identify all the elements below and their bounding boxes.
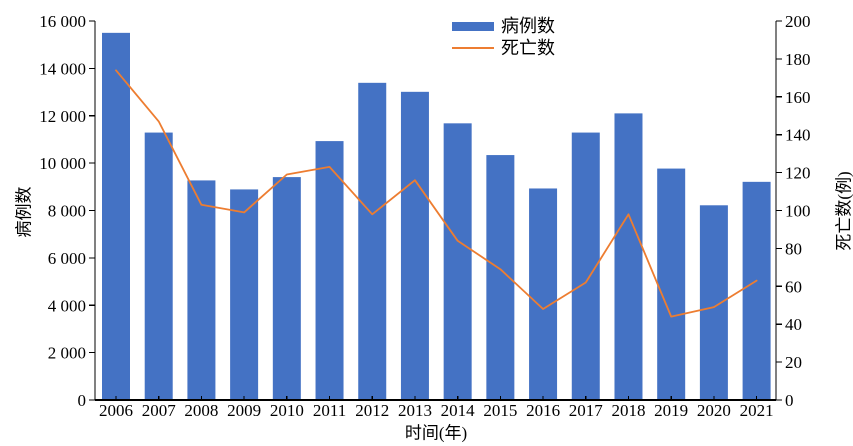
left-axis-tick-label: 14 000: [39, 59, 86, 78]
right-axis-tick-label: 200: [785, 12, 811, 31]
legend-entry-deaths: 死亡数: [452, 39, 555, 57]
x-axis-tick-label: 2015: [483, 401, 517, 420]
x-axis-tick-label: 2007: [142, 401, 177, 420]
bar-2014: [443, 123, 472, 400]
bar-2010: [272, 177, 301, 400]
x-axis-tick-label: 2008: [184, 401, 218, 420]
right-axis-tick-label: 120: [785, 164, 811, 183]
left-axis-tick-label: 10 000: [39, 154, 86, 173]
x-axis-tick-label: 2006: [99, 401, 133, 420]
bar-2006: [102, 32, 130, 400]
left-axis-tick-label: 12 000: [39, 107, 86, 126]
x-axis-tick-label: 2009: [227, 401, 261, 420]
left-axis-tick-label: 4 000: [48, 296, 86, 315]
x-axis-tick-label: 2011: [313, 401, 346, 420]
x-axis-tick-label: 2014: [441, 401, 476, 420]
bar-2012: [358, 82, 387, 400]
right-axis-tick-label: 0: [785, 391, 794, 410]
x-axis-title: 时间(年): [404, 423, 468, 443]
left-axis-tick-label: 2 000: [48, 344, 86, 363]
x-axis-tick-label: 2010: [270, 401, 304, 420]
bar-2011: [315, 141, 344, 400]
x-axis-tick-label: 2016: [526, 401, 560, 420]
bar-2021: [742, 181, 771, 400]
right-axis-tick-label: 180: [785, 50, 811, 69]
x-axis-tick-label: 2018: [611, 401, 645, 420]
bar-2009: [230, 189, 259, 400]
left-axis-tick-label: 16 000: [39, 12, 86, 31]
legend-entry-cases: 病例数: [452, 17, 555, 35]
left-axis-tick-label: 6 000: [48, 249, 86, 268]
legend-label-deaths: 死亡数: [501, 38, 555, 58]
x-axis-tick-label: 2017: [569, 401, 604, 420]
x-axis-tick-label: 2021: [740, 401, 774, 420]
x-axis-tick-label: 2020: [697, 401, 731, 420]
bar-2013: [400, 91, 429, 400]
right-axis-tick-label: 20: [785, 353, 802, 372]
right-axis-tick-label: 60: [785, 277, 802, 296]
chart-legend: 病例数 死亡数: [452, 17, 555, 57]
bar-2018: [614, 113, 643, 400]
x-axis-tick-label: 2019: [654, 401, 688, 420]
legend-label-cases: 病例数: [501, 16, 555, 36]
left-axis-title: 病例数: [14, 186, 34, 238]
x-axis-tick-label: 2012: [355, 401, 389, 420]
legend-bar-swatch-icon: [452, 21, 494, 31]
right-axis-title: 死亡数(例): [834, 171, 853, 251]
legend-line-swatch-icon: [452, 47, 494, 49]
right-axis-tick-label: 100: [785, 202, 811, 221]
x-axis-tick-label: 2013: [398, 401, 432, 420]
bar-2020: [699, 205, 728, 400]
right-axis-tick-label: 160: [785, 88, 811, 107]
bar-2016: [529, 188, 558, 400]
right-axis-tick-label: 40: [785, 315, 802, 334]
left-axis-tick-label: 0: [78, 391, 87, 410]
right-axis-tick-label: 140: [785, 126, 811, 145]
deaths-line: [115, 69, 758, 318]
right-axis-tick-label: 80: [785, 239, 802, 258]
bar-2019: [657, 168, 686, 400]
bar-2008: [187, 180, 216, 400]
bar-2007: [144, 132, 173, 401]
left-axis-tick-label: 8 000: [48, 202, 86, 221]
